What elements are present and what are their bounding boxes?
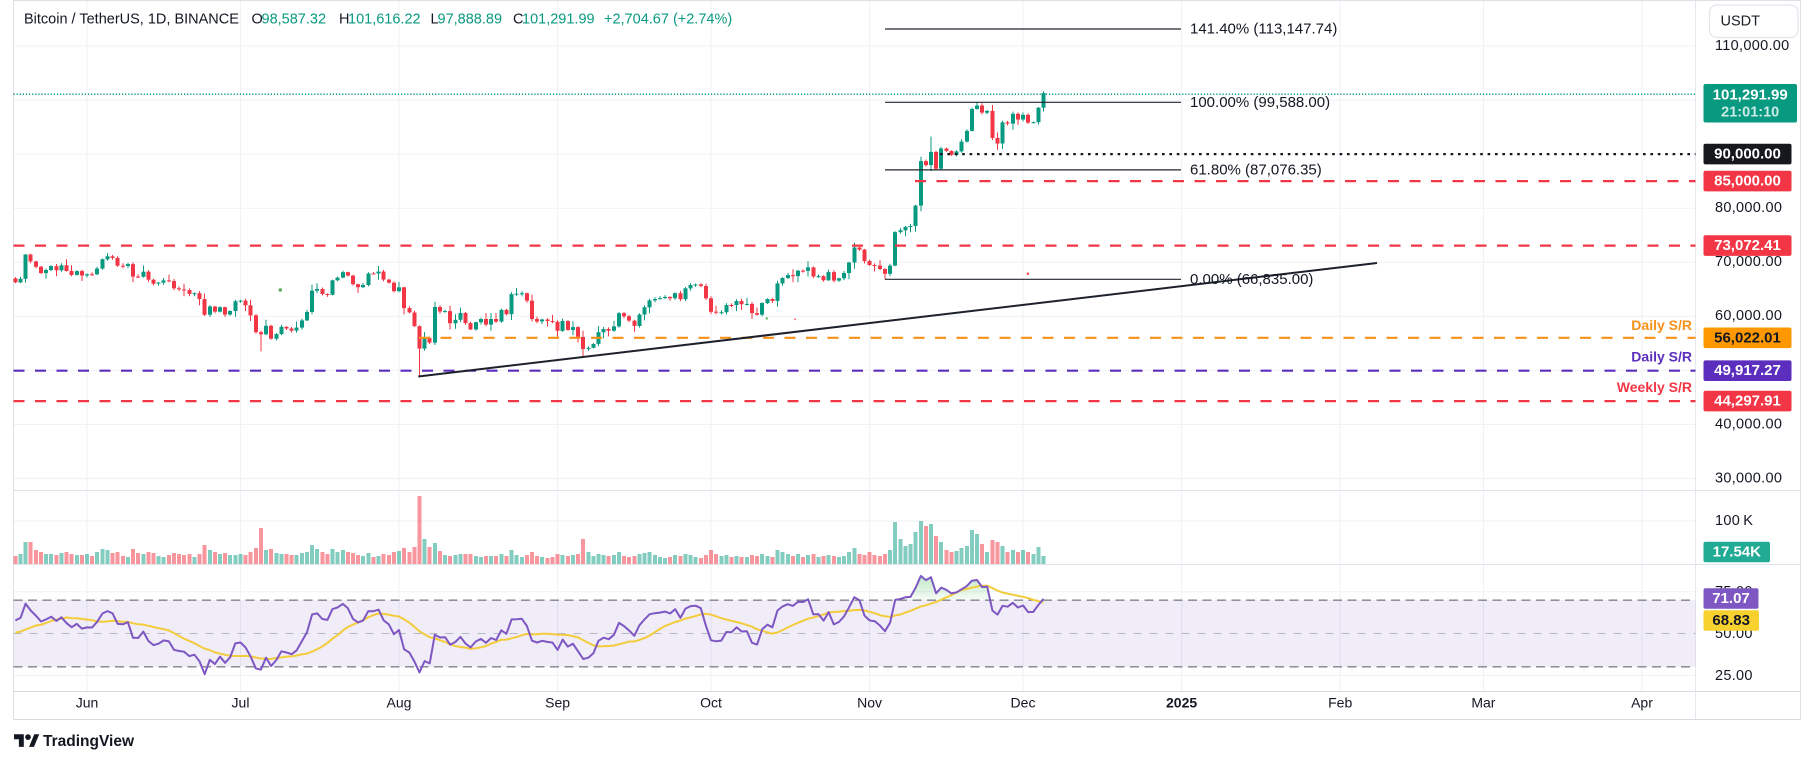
- svg-text:Weekly S/R: Weekly S/R: [1617, 379, 1692, 395]
- svg-text:68.83: 68.83: [1712, 612, 1750, 629]
- svg-text:100 K: 100 K: [1715, 513, 1753, 529]
- svg-text:Dec: Dec: [1011, 695, 1036, 711]
- svg-text:Jul: Jul: [232, 695, 250, 711]
- svg-text:101,291.99: 101,291.99: [522, 12, 595, 28]
- svg-text:30,000.00: 30,000.00: [1715, 470, 1782, 486]
- svg-text:97,888.89: 97,888.89: [438, 12, 503, 28]
- svg-text:110,000.00: 110,000.00: [1715, 38, 1790, 54]
- svg-text:80,000.00: 80,000.00: [1715, 200, 1782, 216]
- svg-text:44,297.91: 44,297.91: [1714, 393, 1781, 410]
- svg-text:40,000.00: 40,000.00: [1715, 416, 1782, 432]
- svg-text:Daily S/R: Daily S/R: [1631, 349, 1692, 365]
- svg-text:100.00% (99,588.00): 100.00% (99,588.00): [1190, 94, 1330, 111]
- svg-text:C: C: [513, 12, 523, 28]
- svg-text:Aug: Aug: [387, 695, 412, 711]
- svg-text:2025: 2025: [1166, 695, 1197, 711]
- svg-text:Bitcoin / TetherUS, 1D, BINANC: Bitcoin / TetherUS, 1D, BINANCE: [24, 12, 239, 28]
- svg-text:85,000.00: 85,000.00: [1714, 173, 1781, 190]
- svg-text:49,917.27: 49,917.27: [1714, 362, 1781, 379]
- svg-text:70,000.00: 70,000.00: [1715, 254, 1782, 270]
- svg-text:60,000.00: 60,000.00: [1715, 308, 1782, 324]
- svg-text:21:01:10: 21:01:10: [1721, 105, 1779, 121]
- svg-text:Sep: Sep: [545, 695, 570, 711]
- svg-text:0.00% (66,835.00): 0.00% (66,835.00): [1190, 271, 1313, 288]
- svg-text:H: H: [339, 12, 349, 28]
- svg-text:+2,704.67 (+2.74%): +2,704.67 (+2.74%): [604, 12, 732, 28]
- svg-text:L: L: [431, 12, 439, 28]
- svg-text:Daily S/R: Daily S/R: [1631, 317, 1692, 333]
- svg-text:TradingView: TradingView: [43, 733, 135, 750]
- svg-text:71.07: 71.07: [1712, 590, 1750, 607]
- svg-text:O: O: [252, 12, 263, 28]
- svg-text:Jun: Jun: [76, 695, 99, 711]
- svg-text:141.40% (113,147.74): 141.40% (113,147.74): [1190, 21, 1337, 38]
- svg-text:101,616.22: 101,616.22: [348, 12, 421, 28]
- svg-text:USDT: USDT: [1721, 14, 1761, 30]
- svg-text:56,022.01: 56,022.01: [1714, 329, 1781, 346]
- svg-text:90,000.00: 90,000.00: [1714, 146, 1781, 163]
- svg-text:17.54K: 17.54K: [1713, 544, 1762, 561]
- svg-text:101,291.99: 101,291.99: [1713, 87, 1788, 104]
- svg-text:Apr: Apr: [1631, 695, 1653, 711]
- svg-text:61.80% (87,076.35): 61.80% (87,076.35): [1190, 161, 1322, 178]
- svg-text:25.00: 25.00: [1715, 668, 1753, 684]
- svg-text:Feb: Feb: [1328, 695, 1352, 711]
- svg-text:73,072.41: 73,072.41: [1714, 237, 1781, 254]
- svg-text:Nov: Nov: [857, 695, 882, 711]
- svg-text:Oct: Oct: [700, 695, 722, 711]
- svg-text:Mar: Mar: [1471, 695, 1495, 711]
- svg-text:98,587.32: 98,587.32: [262, 12, 327, 28]
